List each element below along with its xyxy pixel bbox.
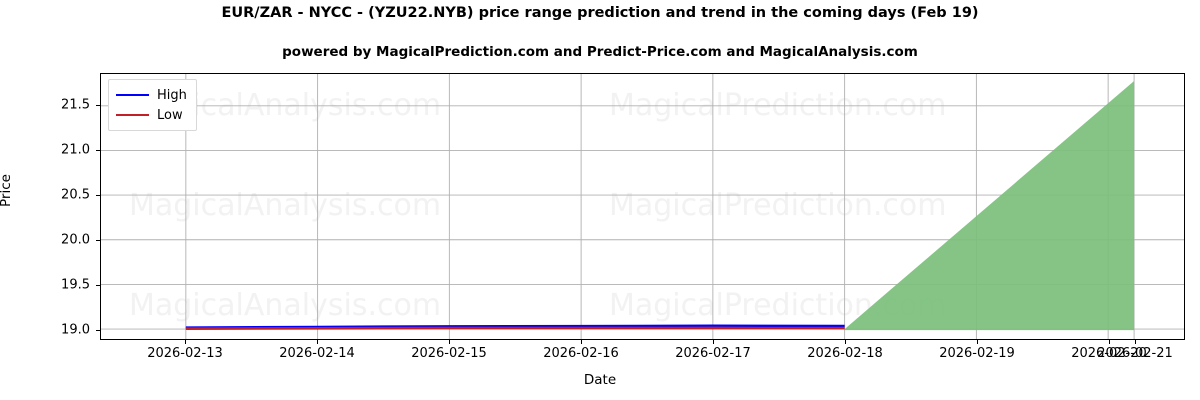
x-tick-mark	[317, 340, 319, 344]
y-tick-label: 21.5	[61, 97, 90, 113]
x-tick-label: 2026-02-18	[807, 346, 883, 361]
y-tick-label: 19.0	[61, 322, 90, 338]
x-tick-mark	[1135, 340, 1137, 344]
legend-swatch-low-icon	[116, 114, 149, 116]
x-axis-label: Date	[583, 372, 617, 388]
series-line-high	[185, 324, 845, 329]
x-tick-mark	[713, 340, 715, 344]
x-tick-mark	[1109, 340, 1111, 344]
x-tick-label: 2026-02-17	[675, 346, 751, 361]
y-tick-label: 20.5	[61, 187, 90, 203]
chart-legend: High Low	[108, 79, 197, 131]
x-tick-mark	[581, 340, 583, 344]
x-tick-mark	[449, 340, 451, 344]
plot-area: MagicalAnalysis.com MagicalPrediction.co…	[100, 73, 1185, 340]
x-tick-label: 2026-02-16	[543, 346, 619, 361]
legend-swatch-high-icon	[116, 94, 149, 96]
chart-title: EUR/ZAR - NYCC - (YZU22.NYB) price range…	[221, 5, 979, 21]
x-tick-label: 2026-02-21	[1097, 346, 1173, 361]
legend-item-low: Low	[116, 105, 187, 125]
y-tick-label: 19.5	[61, 277, 90, 293]
x-tick-label: 2026-02-20	[1071, 346, 1147, 361]
y-tick-mark	[96, 240, 100, 242]
y-tick-mark	[96, 105, 100, 107]
x-tick-mark	[845, 340, 847, 344]
x-tick-mark	[185, 340, 187, 344]
chart-subtitle: powered by MagicalPrediction.com and Pre…	[282, 44, 918, 60]
y-axis-label: Price	[0, 174, 14, 207]
series-line-low	[185, 326, 845, 330]
x-tick-label: 2026-02-13	[147, 346, 223, 361]
x-tick-label: 2026-02-14	[279, 346, 355, 361]
x-tick-label: 2026-02-19	[939, 346, 1015, 361]
y-tick-label: 20.0	[61, 232, 90, 248]
y-tick-mark	[96, 195, 100, 197]
legend-label-high: High	[157, 87, 187, 103]
y-tick-label: 21.0	[61, 142, 90, 158]
x-tick-label: 2026-02-15	[411, 346, 487, 361]
plot-canvas	[101, 74, 1184, 339]
legend-item-high: High	[116, 85, 187, 105]
y-tick-mark	[96, 330, 100, 332]
legend-label-low: Low	[157, 107, 183, 123]
y-tick-mark	[96, 285, 100, 287]
y-tick-mark	[96, 150, 100, 152]
x-tick-mark	[977, 340, 979, 344]
forecast-range-area	[844, 80, 1135, 331]
